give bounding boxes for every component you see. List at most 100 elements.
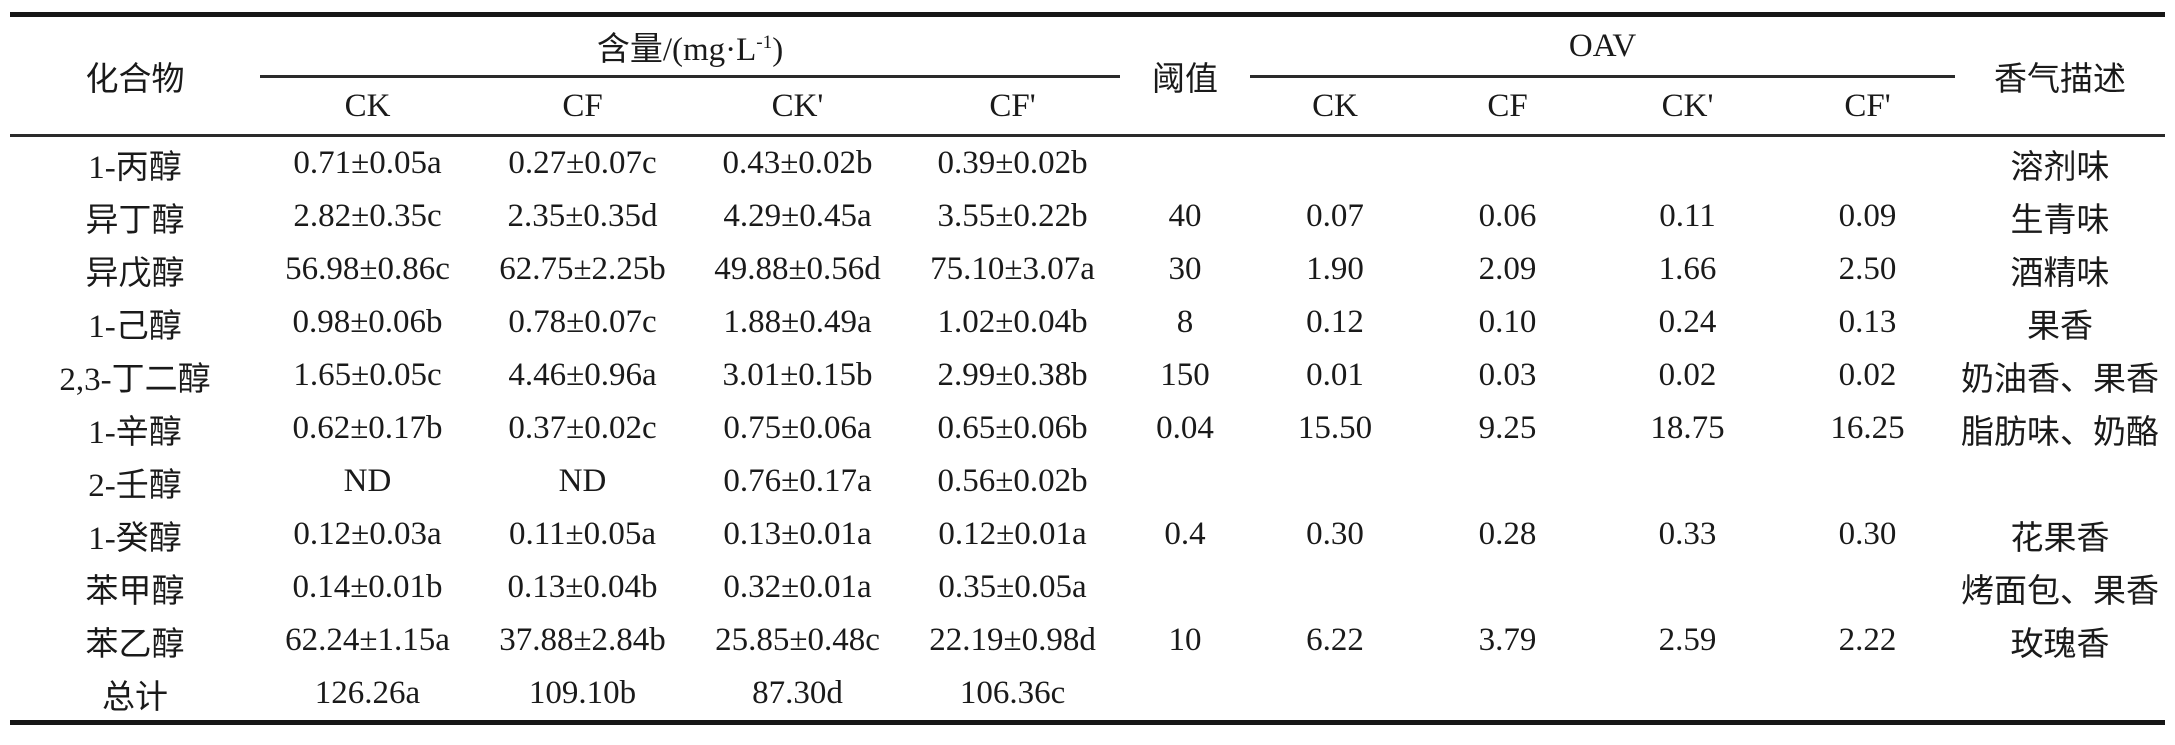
cell-oav-ck [1250, 136, 1420, 191]
cell-content-cf-prime: 0.65±0.06b [937, 410, 1088, 446]
cell-threshold: 0.4 [1164, 516, 1206, 552]
header-aroma: 香气描述 [1955, 14, 2166, 137]
table-header: 化合物 含量/(mg·L-1) 阈值 OAV 香气描述 CK CF CK' CF… [10, 14, 2166, 137]
cell-content-ck-prime: 49.88±0.56d [714, 251, 881, 287]
cell-compound: 苯乙醇 [85, 626, 185, 663]
cell-content-ck: 62.24±1.15a [285, 622, 450, 658]
cell-compound: 1-癸醇 [88, 520, 182, 557]
cell-threshold [1120, 136, 1250, 191]
header-oav-group: OAV [1250, 14, 1956, 78]
cell-oav-cf-prime [1780, 561, 1955, 614]
header-oav-cf: CF [1420, 76, 1596, 137]
cell-oav-ck-prime: 1.66 [1658, 251, 1717, 287]
cell-content-cf: ND [558, 463, 607, 499]
cell-oav-ck-prime: 0.02 [1658, 357, 1717, 393]
cell-content-cf-prime: 0.39±0.02b [937, 145, 1088, 181]
cell-compound: 2-壬醇 [88, 467, 182, 504]
cell-oav-ck-prime: 0.33 [1658, 516, 1717, 552]
cell-compound: 1-己醇 [88, 308, 182, 345]
cell-content-cf: 0.27±0.07c [508, 145, 657, 181]
cell-oav-ck [1250, 455, 1420, 508]
cell-content-ck: 1.65±0.05c [293, 357, 442, 393]
table-row: 总计 126.26a 109.10b 87.30d 106.36c [10, 667, 2165, 723]
cell-content-cf: 109.10b [528, 675, 637, 711]
cell-threshold: 150 [1160, 357, 1210, 393]
table-row: 2,3-丁二醇 1.65±0.05c 4.46±0.96a 3.01±0.15b 2.9… [10, 349, 2165, 402]
cell-content-ck: 2.82±0.35c [293, 198, 442, 234]
cell-aroma: 烤面包、果香 [1961, 573, 2160, 610]
cell-oav-cf: 0.03 [1478, 357, 1537, 393]
cell-oav-ck-prime [1595, 561, 1780, 614]
cell-oav-cf: 2.09 [1478, 251, 1537, 287]
cell-oav-cf-prime: 0.02 [1838, 357, 1897, 393]
cell-threshold: 0.04 [1156, 410, 1214, 446]
table-row: 异戊醇 56.98±0.86c 62.75±2.25b 49.88±0.56d 75.1… [10, 243, 2165, 296]
cell-aroma: 玫瑰香 [2010, 626, 2110, 663]
compound-aroma-table: 化合物 含量/(mg·L-1) 阈值 OAV 香气描述 CK CF CK' CF… [10, 12, 2166, 725]
header-content-group: 含量/(mg·L-1) [260, 14, 1121, 78]
cell-content-cf-prime: 1.02±0.04b [937, 304, 1088, 340]
cell-oav-ck: 0.07 [1306, 198, 1364, 234]
header-threshold: 阈值 [1120, 14, 1251, 137]
header-group-row: 化合物 含量/(mg·L-1) 阈值 OAV 香气描述 [10, 14, 2166, 137]
cell-content-cf-prime: 0.12±0.01a [938, 516, 1087, 552]
table-row: 2-壬醇 ND ND 0.76±0.17a 0.56±0.02b [10, 455, 2165, 508]
cell-content-ck: 0.71±0.05a [293, 145, 442, 181]
cell-oav-cf-prime: 0.13 [1838, 304, 1897, 340]
cell-content-cf: 37.88±2.84b [499, 622, 666, 658]
cell-aroma [1955, 455, 2165, 508]
cell-aroma: 果香 [2027, 308, 2094, 345]
cell-content-cf: 4.46±0.96a [508, 357, 657, 393]
header-oav-ck: CK [1250, 76, 1421, 137]
cell-aroma: 奶油香、果香 [1961, 361, 2160, 398]
cell-oav-cf: 0.06 [1478, 198, 1537, 234]
header-subcolumn-row: CK CF CK' CF' CK CF CK' CF' [10, 76, 2165, 137]
header-content-cf: CF [475, 76, 690, 137]
cell-content-cf-prime: 2.99±0.38b [937, 357, 1088, 393]
cell-content-cf-prime: 75.10±3.07a [930, 251, 1095, 287]
cell-content-cf-prime: 0.56±0.02b [937, 463, 1088, 499]
cell-oav-ck: 1.90 [1306, 251, 1364, 287]
cell-oav-cf [1420, 561, 1595, 614]
cell-oav-cf-prime [1780, 455, 1955, 508]
cell-content-cf: 0.11±0.05a [508, 516, 657, 552]
table-row: 1-癸醇 0.12±0.03a 0.11±0.05a 0.13±0.01a 0.12±0… [10, 508, 2165, 561]
cell-oav-ck-prime: 2.59 [1658, 622, 1717, 658]
content-unit-superscript: -1 [756, 32, 773, 53]
cell-threshold [1120, 455, 1250, 508]
cell-aroma: 酒精味 [2010, 255, 2110, 292]
cell-oav-ck: 0.01 [1306, 357, 1364, 393]
table-body: 1-丙醇 0.71±0.05a 0.27±0.07c 0.43±0.02b 0.39±0… [10, 136, 2165, 723]
cell-content-cf: 0.13±0.04b [507, 569, 658, 605]
cell-oav-cf: 9.25 [1478, 410, 1537, 446]
cell-content-ck-prime: 0.32±0.01a [723, 569, 872, 605]
content-unit-close: ) [772, 32, 784, 68]
cell-aroma: 花果香 [2010, 520, 2110, 557]
cell-oav-cf-prime: 2.50 [1838, 251, 1897, 287]
cell-content-ck-prime: 0.43±0.02b [722, 145, 873, 181]
cell-compound: 异丁醇 [85, 202, 185, 239]
cell-compound: 总计 [102, 679, 168, 716]
header-oav-cf-prime: CF' [1780, 76, 1956, 137]
cell-compound: 苯甲醇 [85, 573, 185, 610]
cell-oav-cf-prime: 0.30 [1838, 516, 1897, 552]
cell-oav-cf: 0.28 [1478, 516, 1537, 552]
cell-oav-cf [1420, 455, 1595, 508]
cell-oav-cf-prime: 0.09 [1838, 198, 1897, 234]
cell-content-ck-prime: 25.85±0.48c [715, 622, 880, 658]
cell-oav-cf-prime: 2.22 [1838, 622, 1897, 658]
cell-oav-cf: 0.10 [1478, 304, 1537, 340]
cell-oav-ck-prime [1595, 667, 1780, 723]
cell-content-ck: 0.12±0.03a [293, 516, 442, 552]
cell-oav-ck: 15.50 [1297, 410, 1373, 446]
cell-threshold [1120, 561, 1250, 614]
cell-compound: 2,3-丁二醇 [59, 361, 211, 398]
cell-oav-cf [1420, 667, 1595, 723]
cell-content-ck-prime: 1.88±0.49a [723, 304, 872, 340]
cell-content-ck: 0.62±0.17b [292, 410, 443, 446]
cell-aroma: 溶剂味 [2010, 149, 2110, 186]
table-row: 苯甲醇 0.14±0.01b 0.13±0.04b 0.32±0.01a 0.35±0.… [10, 561, 2165, 614]
cell-content-cf-prime: 0.35±0.05a [938, 569, 1087, 605]
cell-content-ck: 0.98±0.06b [292, 304, 443, 340]
